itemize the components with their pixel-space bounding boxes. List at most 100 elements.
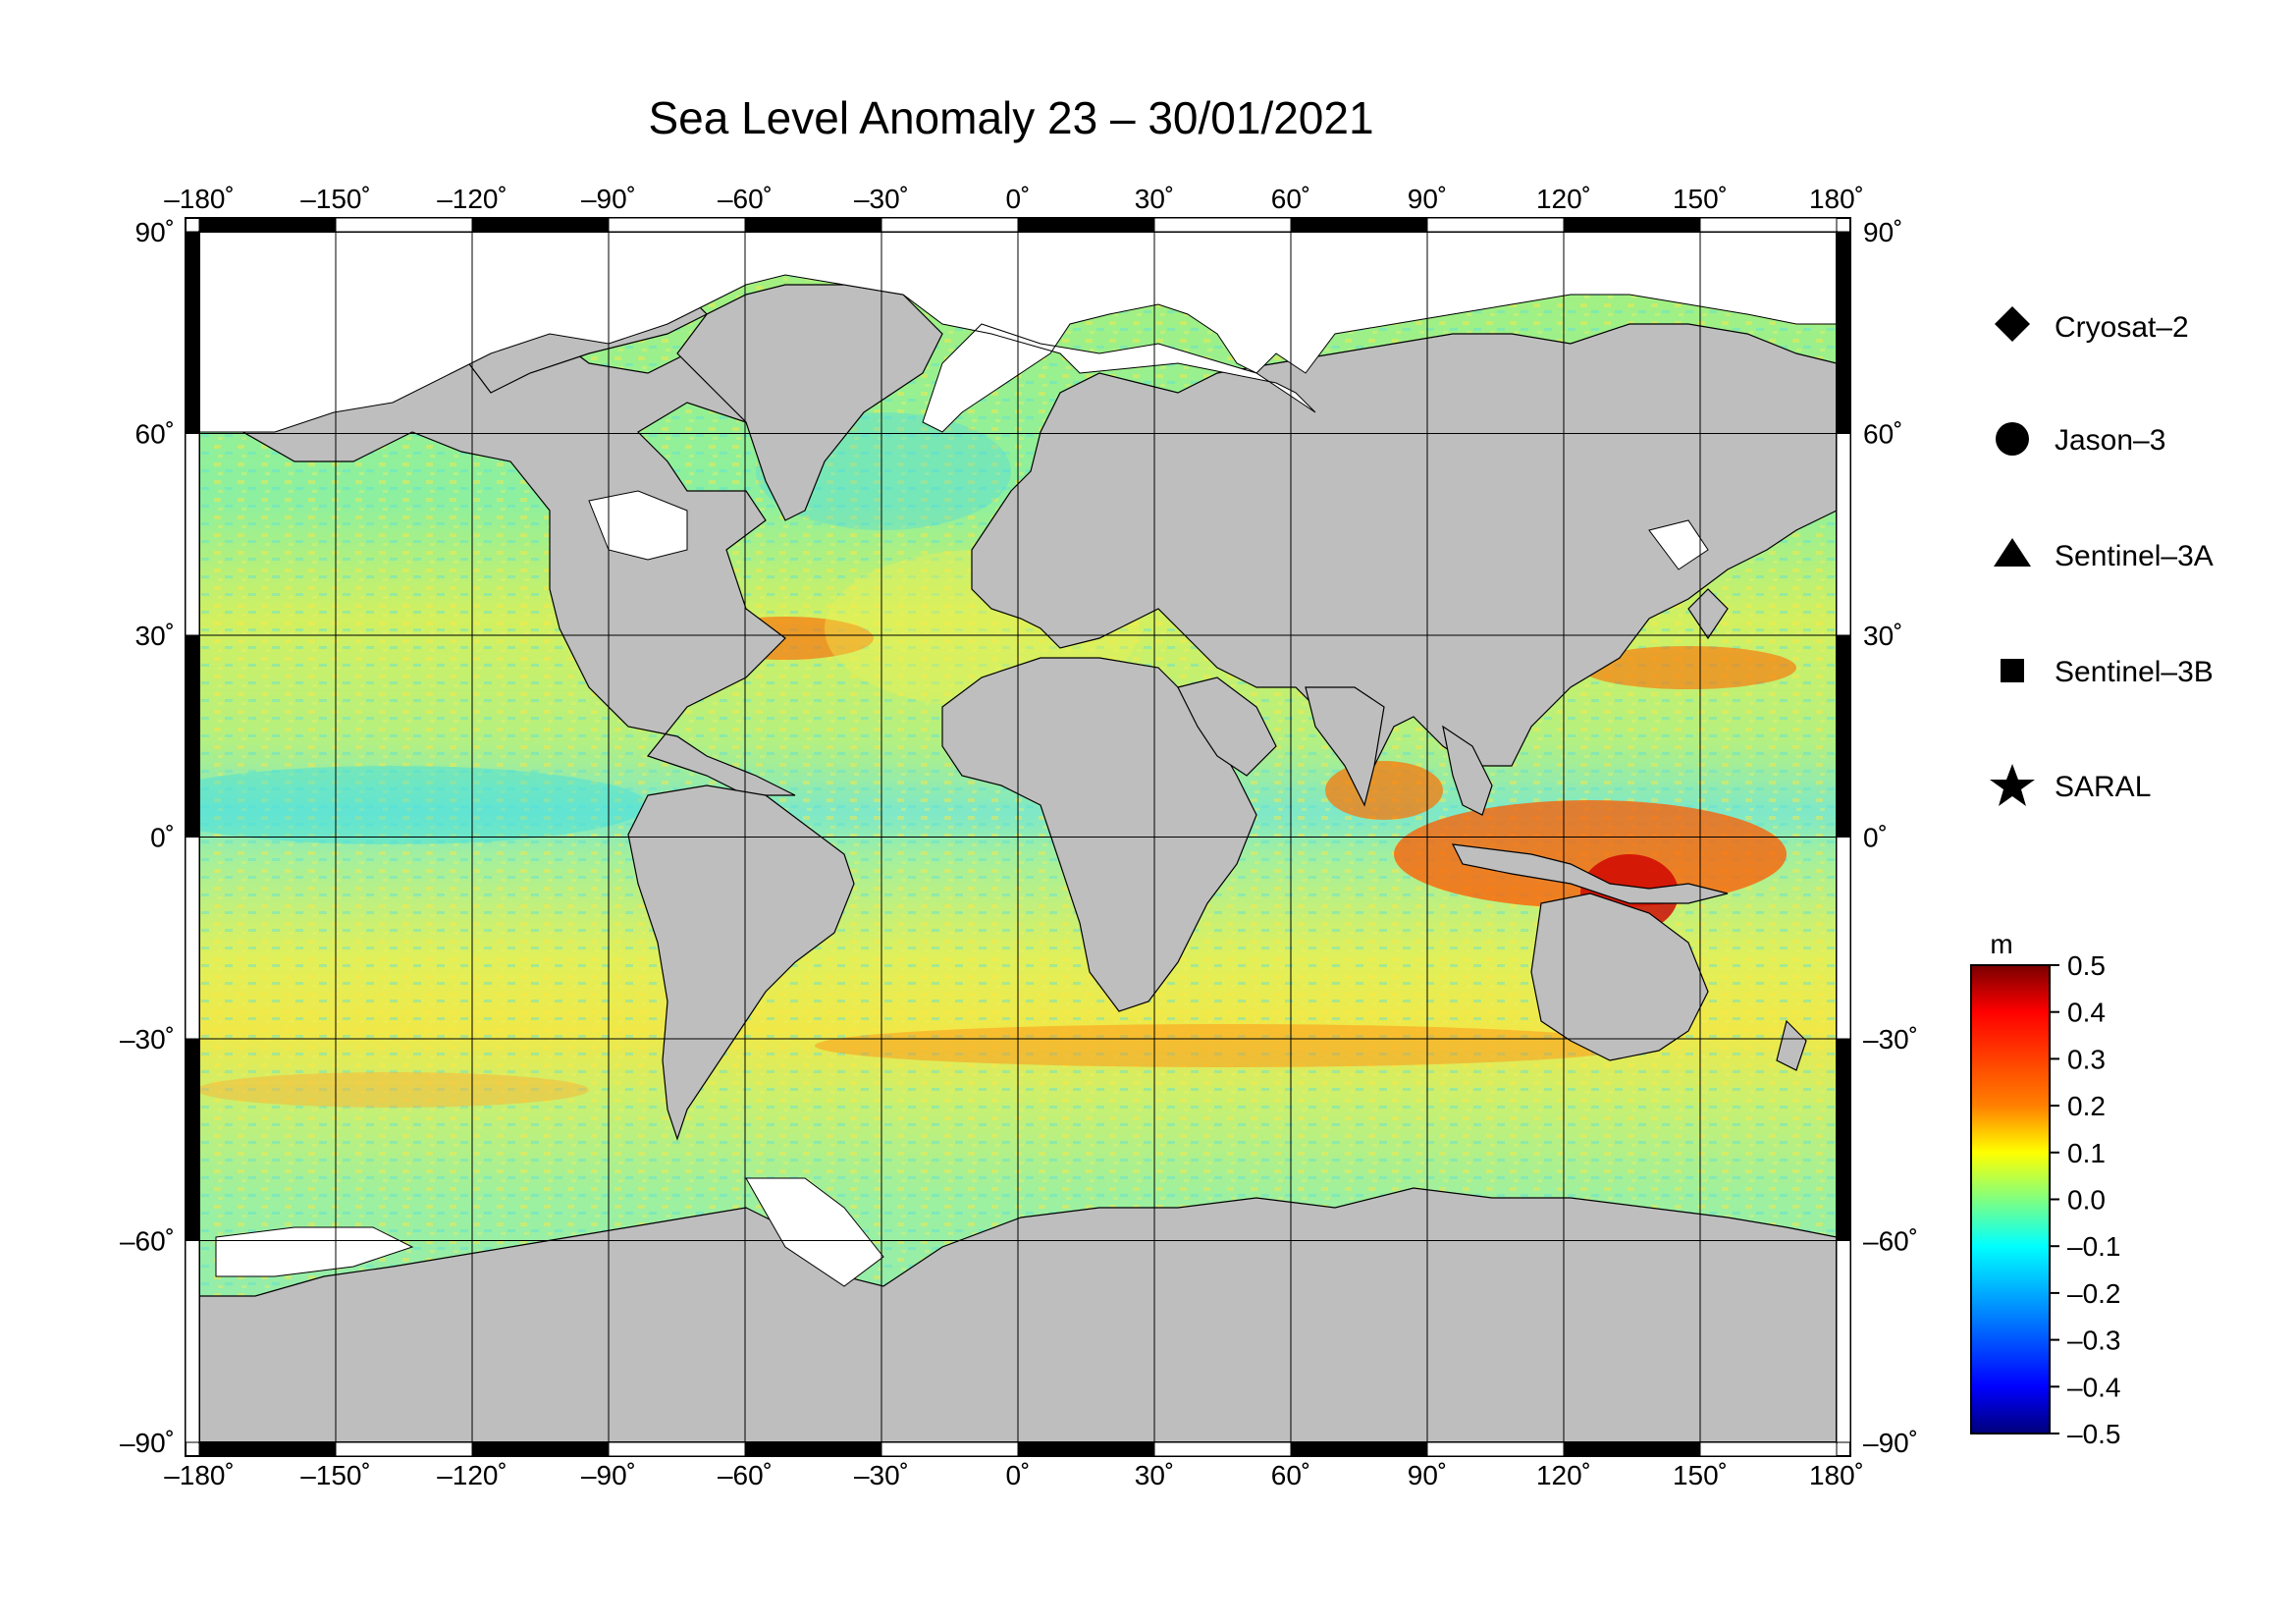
circle-icon [1996, 422, 2029, 456]
lat-tick-label: –90˚ [120, 1428, 175, 1458]
frame-segment-left [185, 837, 200, 1040]
colorbar-tick-label: 0.0 [2067, 1185, 2106, 1216]
ice-okhotsk [1648, 519, 1709, 570]
frame-segment-top [1563, 217, 1701, 233]
anomaly-equatorial-pacific [199, 766, 648, 844]
frame-segment-bottom [1699, 1441, 1838, 1457]
colorbar-tick-label: –0.1 [2067, 1231, 2121, 1262]
lon-tick-label: 180˚ [1809, 184, 1864, 214]
frame-segment-top [881, 217, 1019, 233]
lon-tick-label: 30˚ [1135, 1460, 1174, 1490]
lat-labels-right: 90˚ 60˚ 30˚ 0˚ –30˚ –60˚ –90˚ [1863, 217, 1918, 1458]
lat-labels-left: 90˚ 60˚ 30˚ 0˚ –30˚ –60˚ –90˚ [120, 217, 175, 1458]
frame-segment-right [1836, 231, 1851, 434]
land-africa [941, 657, 1257, 1012]
frame-segment-left [185, 634, 200, 838]
map-frame [185, 217, 1851, 1457]
land-india [1305, 686, 1385, 807]
anomaly-pacific-band [199, 1072, 589, 1108]
lon-tick-label: 0˚ [1006, 1460, 1031, 1490]
lat-tick-label: –30˚ [120, 1024, 175, 1055]
frame-segment-top [471, 217, 610, 233]
frame-segment-right [1836, 634, 1851, 838]
satellite-legend: Cryosat–2 Jason–3 Sentinel–3A Sentinel–3… [1990, 306, 2214, 806]
land-new-zealand [1776, 1019, 1807, 1071]
land-south-america [627, 784, 855, 1141]
frame-segment-bottom [608, 1441, 746, 1457]
land-europe-asia [971, 323, 1837, 768]
ice-ross [215, 1226, 414, 1277]
lat-tick-label: 0˚ [150, 823, 175, 853]
lon-tick-label: –60˚ [718, 1460, 773, 1490]
colorbar-tick-label: 0.1 [2067, 1138, 2106, 1168]
land-southeast-asia [1442, 725, 1493, 816]
legend-item-saral: SARAL [1990, 764, 2151, 806]
frame-segment-bottom [198, 1441, 337, 1457]
lon-tick-label: –180˚ [164, 184, 235, 214]
lon-tick-label: –90˚ [581, 1460, 636, 1490]
land-arabia [1177, 676, 1277, 777]
star-icon [1990, 764, 2035, 806]
lat-tick-label: 90˚ [135, 217, 175, 247]
lon-tick-label: 120˚ [1536, 184, 1591, 214]
colorbar-tick-label: –0.4 [2067, 1372, 2121, 1402]
lon-tick-label: 60˚ [1271, 184, 1310, 214]
lat-tick-label: 60˚ [1863, 419, 1902, 450]
frame-segment-left [185, 1240, 200, 1443]
legend-label: Sentinel–3A [2055, 540, 2214, 572]
colorbar-tick-label: 0.3 [2067, 1044, 2106, 1074]
lon-tick-label: 0˚ [1006, 184, 1031, 214]
lon-tick-label: 150˚ [1673, 184, 1728, 214]
ice-weddell [745, 1177, 884, 1287]
lon-tick-label: 90˚ [1408, 184, 1447, 214]
frame-segment-bottom [471, 1441, 610, 1457]
frame-segment-left [185, 433, 200, 636]
legend-label: Jason–3 [2055, 424, 2165, 457]
frame-segment-top [1017, 217, 1155, 233]
colorbar: m 0.5 0.4 0.3 0.2 0.1 0.0 –0.1 –0.2 –0.3 –0.4 –0.5 [1970, 929, 2121, 1449]
frame-segment-top [608, 217, 746, 233]
frame-segment-bottom [1563, 1441, 1701, 1457]
frame-segment-right [1836, 1240, 1851, 1443]
lon-tick-label: –30˚ [854, 1460, 909, 1490]
lon-tick-label: –90˚ [581, 184, 636, 214]
frame-segment-bottom [881, 1441, 1019, 1457]
lon-tick-label: 120˚ [1536, 1460, 1591, 1490]
land-japan [1687, 588, 1729, 640]
colorbar-ticks: 0.5 0.4 0.3 0.2 0.1 0.0 –0.1 –0.2 –0.3 –0.4 –0.5 [2050, 950, 2121, 1449]
frame-segment-bottom [1290, 1441, 1428, 1457]
frame-segment-top [198, 217, 337, 233]
colorbar-tick-label: –0.5 [2067, 1419, 2121, 1449]
lon-tick-label: 60˚ [1271, 1460, 1310, 1490]
lon-tick-label: 150˚ [1673, 1460, 1728, 1490]
lon-labels-top: –180˚ –150˚ –120˚ –90˚ –60˚ –30˚ 0˚ 30˚ 60˚ 90˚ 12… [164, 184, 1864, 214]
colorbar-tick-label: 0.5 [2067, 950, 2106, 981]
frame-segment-left [185, 1038, 200, 1241]
legend-label: SARAL [2055, 771, 2151, 803]
land-greenland [676, 284, 943, 521]
lon-tick-label: –120˚ [437, 184, 507, 214]
frame-segment-bottom [1426, 1441, 1565, 1457]
lat-tick-label: –30˚ [1863, 1024, 1918, 1055]
frame-segment-bottom [335, 1441, 473, 1457]
anomaly-indo-pacific [1394, 800, 1787, 908]
legend-label: Sentinel–3B [2055, 656, 2214, 688]
frame-segment-bottom [744, 1441, 882, 1457]
lat-tick-label: –60˚ [1863, 1226, 1918, 1257]
lon-tick-label: 180˚ [1809, 1460, 1864, 1490]
frame-segment-left [185, 231, 200, 434]
frame-segment-top [1699, 217, 1838, 233]
frame-segment-right [1836, 433, 1851, 636]
legend-item-cryosat-2: Cryosat–2 [1995, 306, 2189, 344]
legend-item-sentinel-3a: Sentinel–3A [1994, 538, 2214, 572]
lat-tick-label: 90˚ [1863, 217, 1902, 247]
square-icon [2001, 659, 2024, 682]
diamond-icon [1995, 306, 2030, 342]
colorbar-unit: m [1990, 929, 2012, 959]
legend-item-sentinel-3b: Sentinel–3B [2001, 656, 2214, 688]
map-title: Sea Level Anomaly 23 – 30/01/2021 [648, 92, 1373, 143]
lon-tick-label: –60˚ [718, 184, 773, 214]
frame-segment-top [1426, 217, 1565, 233]
lon-labels-bottom: –180˚ –150˚ –120˚ –90˚ –60˚ –30˚ 0˚ 30˚ 60˚ 90˚ 12… [164, 1460, 1864, 1490]
